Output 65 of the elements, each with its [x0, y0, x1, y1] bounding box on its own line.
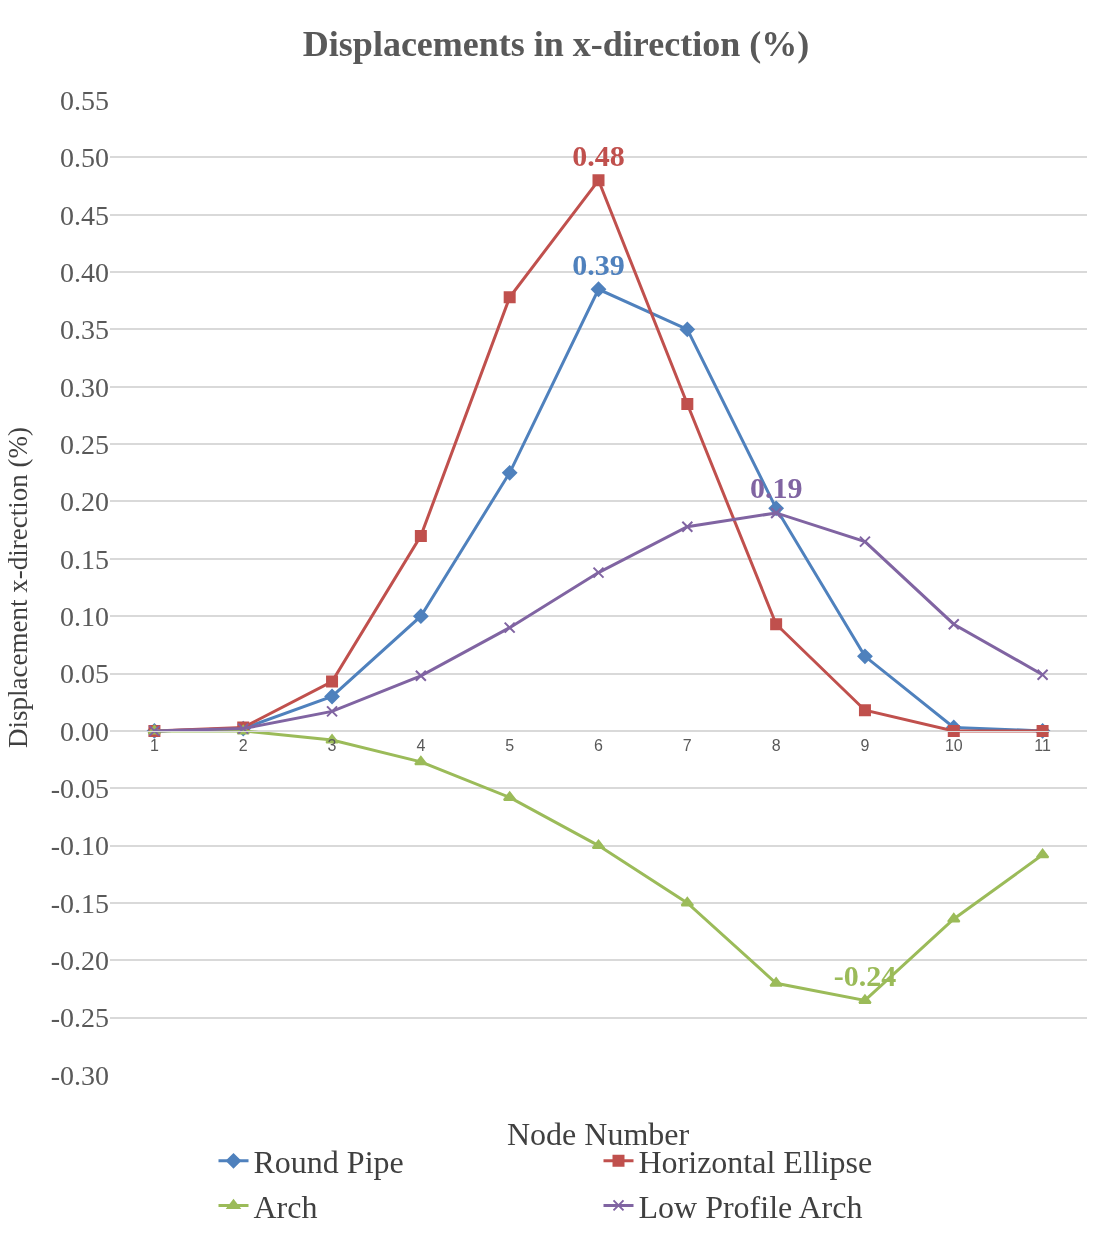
y-tick-label: 0.35: [60, 314, 109, 346]
point: [1035, 848, 1050, 859]
point: [414, 529, 427, 542]
y-tick-label: -0.20: [50, 945, 109, 977]
point: [857, 648, 873, 664]
point: [324, 688, 340, 704]
x-tick-label: 1: [149, 737, 159, 755]
y-tick-label: 0.05: [60, 658, 109, 690]
point: [680, 896, 695, 907]
data-label: 0.39: [572, 247, 625, 281]
point: [858, 535, 871, 548]
y-tick-label: 0.25: [60, 428, 109, 460]
point: [770, 506, 783, 519]
y-tick-label: 0.50: [60, 142, 109, 174]
point: [413, 608, 429, 624]
x-tick-label: 9: [860, 737, 870, 755]
legend-label: Low Profile Arch: [638, 1188, 863, 1225]
y-tick-label: -0.05: [50, 773, 109, 805]
x-tick-label: 7: [682, 737, 692, 755]
x-tick-label: 5: [505, 737, 515, 755]
point: [592, 174, 605, 187]
y-tick-label: 0.55: [60, 84, 109, 116]
legend-label: Arch: [253, 1188, 318, 1225]
point: [681, 520, 694, 533]
point: [503, 621, 516, 634]
y-tick-label: -0.25: [50, 1002, 109, 1034]
x-tick-label: 10: [944, 737, 963, 755]
y-tick-label: -0.10: [50, 830, 109, 862]
point: [414, 755, 428, 766]
x-tick-label: 4: [416, 737, 426, 755]
y-tick-label: 0.00: [60, 715, 109, 747]
y-tick-label: -0.30: [50, 1059, 109, 1091]
point: [414, 669, 427, 682]
point: [502, 465, 518, 481]
point: [947, 724, 960, 737]
point: [591, 281, 606, 297]
point: [770, 618, 783, 631]
point: [681, 397, 694, 410]
x-tick-label: 11: [1034, 737, 1051, 755]
point: [947, 913, 961, 923]
y-tick-label: -0.15: [50, 887, 109, 919]
point: [326, 675, 339, 688]
x-tick-label: 6: [594, 737, 604, 755]
point: [947, 618, 960, 631]
point: [858, 704, 871, 717]
point: [1036, 668, 1049, 681]
y-tick-label: 0.45: [60, 199, 109, 231]
data-label: 0.48: [572, 138, 625, 172]
point: [679, 321, 695, 337]
point: [591, 839, 606, 850]
y-tick-label: 0.15: [60, 543, 109, 575]
x-tick-label: 2: [238, 737, 248, 755]
point: [503, 291, 516, 304]
point: [326, 705, 339, 718]
y-tick-label: 0.40: [60, 256, 109, 288]
x-tick-label: 8: [771, 737, 781, 755]
point: [592, 566, 605, 579]
point: [769, 977, 783, 987]
y-tick-label: 0.20: [60, 486, 109, 518]
y-axis-title: Displacement x-direction (%): [2, 427, 33, 748]
y-tick-label: 0.10: [60, 600, 109, 632]
legend-label: Round Pipe: [253, 1144, 404, 1181]
chart-title: Displacements in x-direction (%): [302, 24, 810, 65]
y-tick-label: 0.30: [60, 371, 109, 403]
point: [858, 994, 872, 1004]
